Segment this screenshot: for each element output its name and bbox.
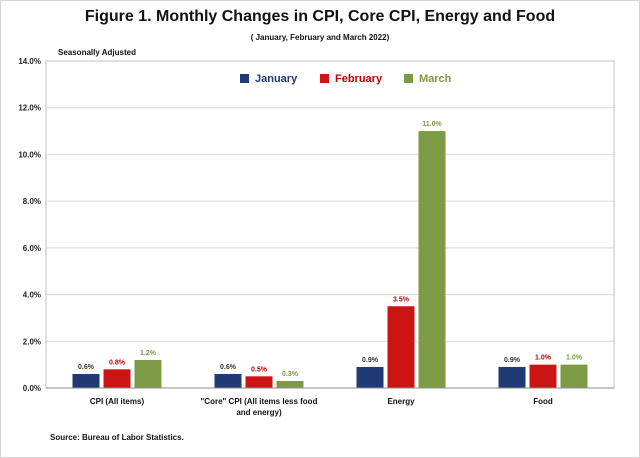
bar-february — [245, 376, 273, 388]
seasonal-note: Seasonally Adjusted — [58, 48, 136, 57]
data-label: 0.6% — [220, 364, 237, 371]
bar-january — [72, 373, 100, 388]
plot-area — [45, 60, 615, 389]
legend-label-march: March — [419, 73, 452, 85]
bar-february — [387, 306, 415, 388]
y-tick-label: 8.0% — [23, 197, 41, 206]
y-tick-label: 6.0% — [23, 244, 41, 253]
legend-label-january: January — [255, 73, 298, 85]
bar-march — [276, 380, 304, 388]
bar-march — [560, 364, 588, 388]
bar-january — [498, 366, 526, 388]
bar-january — [356, 366, 384, 388]
category-label: Food — [533, 397, 553, 406]
y-tick-label: 2.0% — [23, 337, 41, 346]
bar-february — [529, 364, 557, 388]
chart-title: Figure 1. Monthly Changes in CPI, Core C… — [84, 8, 556, 25]
data-label: 0.3% — [282, 371, 299, 378]
category-label: Energy — [387, 397, 415, 406]
category-label: "Core" CPI (All items less food — [201, 397, 318, 406]
data-label: 1.2% — [140, 350, 157, 357]
category-label: CPI (All items) — [90, 397, 145, 406]
legend-swatch-march — [404, 74, 413, 83]
y-tick-label: 12.0% — [18, 104, 41, 113]
bar-march — [418, 131, 446, 389]
y-tick-label: 10.0% — [18, 150, 41, 159]
data-label: 3.5% — [393, 296, 410, 303]
y-tick-label: 0.0% — [23, 384, 41, 393]
data-label: 0.6% — [78, 364, 95, 371]
data-label: 0.9% — [504, 357, 521, 364]
bar-january — [214, 373, 242, 388]
legend-label-february: February — [335, 73, 383, 85]
data-label: 1.0% — [566, 355, 583, 362]
y-tick-label: 14.0% — [18, 57, 41, 66]
category-label: and energy) — [236, 408, 282, 417]
y-tick-label: 4.0% — [23, 291, 41, 300]
source-note: Source: Bureau of Labor Statistics. — [50, 433, 184, 442]
data-label: 0.9% — [362, 357, 379, 364]
data-label: 1.0% — [535, 355, 552, 362]
legend-swatch-january — [240, 74, 249, 83]
bar-march — [134, 359, 162, 388]
data-label: 0.5% — [251, 366, 268, 373]
data-label: 11.0% — [422, 121, 442, 128]
data-label: 0.8% — [109, 359, 126, 366]
bar-february — [103, 369, 131, 388]
chart-subtitle: ( January, February and March 2022) — [250, 33, 390, 42]
legend-swatch-february — [320, 74, 329, 83]
